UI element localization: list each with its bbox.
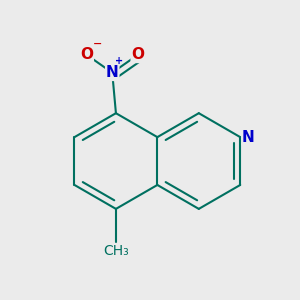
Text: N: N <box>242 130 255 145</box>
Text: O: O <box>131 47 144 62</box>
Text: CH₃: CH₃ <box>103 244 129 258</box>
Text: +: + <box>115 56 123 66</box>
Text: O: O <box>80 47 93 62</box>
Text: −: − <box>92 39 102 49</box>
Text: N: N <box>106 65 118 80</box>
